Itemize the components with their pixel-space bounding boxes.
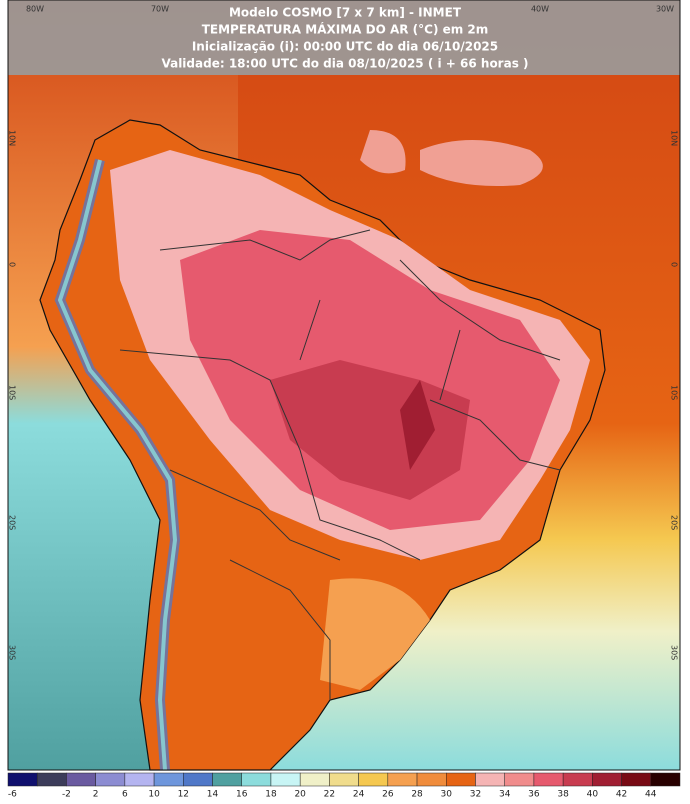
grid-label-left: 10S <box>8 385 17 400</box>
legend-label: -2 <box>62 790 71 800</box>
legend-label: 38 <box>557 790 569 800</box>
legend-label: -6 <box>8 790 17 800</box>
legend-label: 18 <box>265 790 277 800</box>
legend-swatch <box>592 772 622 787</box>
legend-label: 44 <box>645 790 657 800</box>
legend-swatch <box>562 772 593 787</box>
header-line: TEMPERATURA MÁXIMA DO AR (°C) em 2m <box>202 22 489 37</box>
grid-label-top: 30W <box>656 5 674 14</box>
map-frame <box>7 0 681 771</box>
legend-label: 40 <box>587 790 599 800</box>
legend-swatch <box>124 772 155 787</box>
legend-swatch <box>358 772 389 787</box>
legend-label: 12 <box>178 790 189 800</box>
grid-label-left: 20S <box>8 515 17 530</box>
legend-swatch <box>299 772 330 787</box>
legend-swatch <box>475 772 505 787</box>
grid-label-left: 10N <box>8 130 17 146</box>
legend-swatch <box>387 772 418 787</box>
legend-swatch <box>212 772 242 787</box>
legend-label: 24 <box>353 790 365 800</box>
cloud-patch <box>420 140 543 186</box>
legend-label: 36 <box>528 790 540 800</box>
legend-swatch <box>7 772 38 787</box>
legend-swatch <box>446 772 476 787</box>
borders <box>119 229 561 700</box>
grid-label-right: 30S <box>670 645 679 660</box>
grid-label-left: 0 <box>8 262 17 267</box>
header-line: Validade: 18:00 UTC do dia 08/10/2025 ( … <box>161 57 528 71</box>
header-line: Inicialização (i): 00:00 UTC do dia 06/1… <box>192 40 498 54</box>
legend-label: 2 <box>93 790 99 800</box>
legend-swatch <box>36 772 67 787</box>
legend-swatch <box>153 772 184 787</box>
legend-swatch <box>183 772 213 787</box>
legend-swatch <box>621 772 652 787</box>
legend-swatch <box>504 772 535 787</box>
legend-label: 14 <box>207 790 219 800</box>
legend-label: 22 <box>324 790 335 800</box>
legend-swatch <box>241 772 272 787</box>
peak-region <box>400 380 435 470</box>
grid-label-right: 10N <box>670 130 679 146</box>
legend-swatch <box>270 772 301 787</box>
grid-label-top: 70W <box>151 5 169 14</box>
legend-swatch <box>95 772 126 787</box>
andes-peak <box>57 159 178 771</box>
header-line: Modelo COSMO [7 x 7 km] - INMET <box>229 6 462 20</box>
legend-label: 32 <box>470 790 481 800</box>
legend-label: 42 <box>616 790 627 800</box>
legend-swatch <box>416 772 447 787</box>
legend-swatch <box>329 772 359 787</box>
legend-swatch <box>66 772 96 787</box>
legend-swatch <box>650 772 681 787</box>
legend-label: 20 <box>294 790 306 800</box>
grid-label-right: 10S <box>670 385 679 400</box>
legend-label: 16 <box>236 790 248 800</box>
legend-label: 28 <box>411 790 423 800</box>
grid-label-right: 20S <box>670 515 679 530</box>
legend-label: 34 <box>499 790 511 800</box>
cloud-patch <box>360 130 406 174</box>
grid-label-top: 80W <box>26 5 44 14</box>
legend-label: 6 <box>122 790 128 800</box>
header-band <box>8 0 680 75</box>
legend-label: 26 <box>382 790 394 800</box>
legend-label: 30 <box>441 790 453 800</box>
legend-label: 10 <box>148 790 160 800</box>
grid-label-top: 40W <box>531 5 549 14</box>
grid-label-right: 0 <box>670 262 679 267</box>
grid-label-left: 30S <box>8 645 17 660</box>
legend-swatch <box>533 772 564 787</box>
south-region <box>320 578 430 690</box>
